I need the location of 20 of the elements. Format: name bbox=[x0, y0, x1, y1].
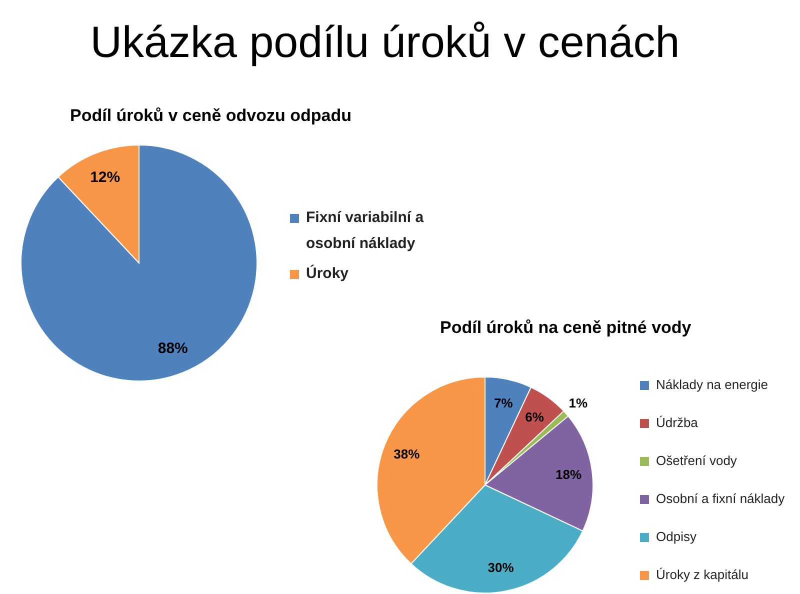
legend-label: Odpisy bbox=[656, 528, 696, 546]
data-label: 1% bbox=[568, 395, 588, 410]
legend-label: Údržba bbox=[656, 414, 698, 432]
chart-title: Ukázka podílu úroků v cenách bbox=[89, 18, 681, 68]
legend-label: Ošetření vody bbox=[656, 452, 737, 470]
data-label: 30% bbox=[488, 560, 514, 576]
legend-label: Osobní a fixní náklady bbox=[656, 490, 785, 508]
data-label: 12% bbox=[90, 168, 120, 186]
data-label: 6% bbox=[525, 409, 544, 424]
chart-title: Podíl úroků na ceně pitné vody bbox=[440, 318, 692, 338]
chart-subtitle: Podíl úroků v ceně odvozu odpadu bbox=[70, 106, 352, 126]
legend-label: Náklady na energie bbox=[656, 376, 768, 394]
data-label: 7% bbox=[494, 395, 514, 410]
data-label: 38% bbox=[394, 446, 420, 462]
legend-label: Úroky bbox=[306, 264, 349, 284]
legend-label: Úroky z kapitálu bbox=[656, 566, 748, 584]
legend-label: Fixní variabilní a osobní náklady bbox=[306, 208, 425, 254]
data-label: 18% bbox=[556, 466, 582, 482]
pie-slice bbox=[20, 144, 258, 382]
data-label: 88% bbox=[158, 340, 188, 358]
